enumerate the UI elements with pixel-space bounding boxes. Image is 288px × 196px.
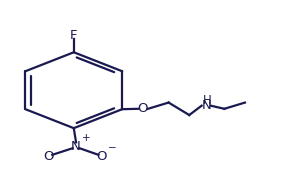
Text: N: N — [71, 140, 81, 153]
Text: +: + — [82, 133, 91, 143]
Text: O: O — [96, 150, 107, 163]
Text: O: O — [43, 150, 54, 163]
Text: −: − — [108, 143, 116, 153]
Text: H: H — [202, 94, 211, 107]
Text: F: F — [70, 29, 77, 42]
Text: N: N — [202, 99, 212, 112]
Text: O: O — [138, 102, 148, 115]
